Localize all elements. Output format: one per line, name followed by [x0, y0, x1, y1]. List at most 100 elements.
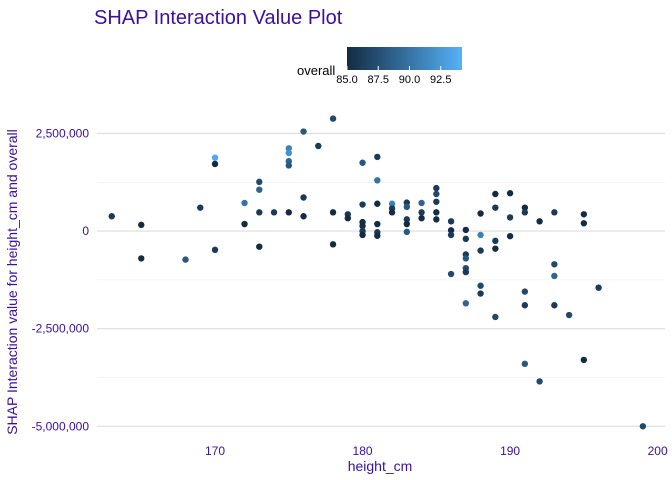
y-axis-title: SHAP Interaction value for height_cm and…	[4, 129, 20, 435]
data-point	[388, 200, 396, 207]
data-point	[197, 204, 204, 211]
data-point	[580, 356, 588, 364]
data-point	[344, 214, 352, 222]
data-point	[551, 272, 558, 280]
data-point	[477, 282, 484, 289]
x-axis-title: height_cm	[348, 458, 413, 474]
data-point	[433, 190, 440, 198]
data-point	[211, 160, 219, 168]
data-point	[285, 209, 292, 216]
y-tick-label: 2,500,000	[36, 126, 90, 140]
data-point	[492, 245, 499, 252]
data-point	[138, 221, 145, 229]
y-axis-ticks: -5,000,000 -2,500,000 0 2,500,000	[32, 126, 90, 433]
data-point	[329, 209, 337, 216]
data-point	[536, 218, 543, 225]
data-point	[315, 142, 322, 150]
legend-tick-label: 87.5	[368, 74, 389, 86]
x-tick-label: 180	[353, 444, 373, 458]
data-point	[521, 360, 529, 368]
data-point	[580, 211, 588, 218]
data-point	[359, 222, 366, 230]
data-point	[595, 284, 602, 291]
data-point	[403, 228, 411, 236]
data-point	[462, 255, 470, 262]
data-point	[374, 232, 381, 239]
legend-colorbar	[347, 47, 462, 70]
data-point	[241, 199, 248, 207]
data-point	[447, 218, 455, 225]
chart-title: SHAP Interaction Value Plot	[94, 7, 343, 29]
data-point	[285, 149, 292, 157]
data-point	[285, 162, 292, 169]
data-point	[506, 190, 514, 197]
data-point	[433, 198, 440, 205]
data-point	[359, 201, 366, 208]
x-tick-label: 170	[205, 444, 225, 458]
data-point	[285, 145, 292, 152]
data-point	[433, 209, 440, 216]
data-point	[462, 235, 470, 243]
data-point	[359, 159, 366, 166]
data-point	[447, 270, 455, 278]
data-point	[300, 194, 307, 201]
data-point	[256, 243, 263, 250]
data-point	[418, 199, 425, 207]
data-point	[418, 209, 425, 216]
legend-title: overall	[297, 63, 335, 78]
y-tick-label: 0	[82, 224, 89, 238]
data-point	[418, 214, 425, 222]
data-point	[477, 290, 484, 297]
data-point	[256, 209, 263, 216]
data-point	[374, 177, 381, 184]
data-point	[521, 302, 529, 309]
data-point	[211, 154, 219, 161]
data-point	[639, 423, 647, 430]
x-tick-label: 190	[500, 444, 520, 458]
data-point	[477, 210, 484, 217]
data-point	[329, 241, 337, 248]
data-point	[241, 220, 248, 228]
x-axis-ticks: 170 180 190 200	[205, 444, 668, 458]
data-point	[521, 288, 529, 295]
data-point	[492, 313, 499, 321]
data-point	[580, 220, 588, 227]
data-point	[477, 247, 484, 254]
data-point	[329, 115, 337, 122]
data-point	[300, 213, 307, 220]
data-point	[374, 200, 381, 207]
data-point	[270, 209, 278, 216]
y-tick-label: -2,500,000	[32, 322, 90, 336]
y-tick-label: -5,000,000	[32, 419, 90, 433]
data-point	[403, 216, 411, 223]
data-point	[403, 220, 411, 228]
data-point	[256, 186, 263, 193]
data-point	[565, 311, 573, 319]
data-point	[536, 378, 543, 385]
data-point	[477, 231, 484, 239]
data-point	[447, 227, 455, 234]
data-point	[462, 300, 470, 307]
data-point	[521, 209, 529, 216]
data-point	[211, 246, 219, 254]
data-point	[433, 184, 440, 192]
legend-ticks: 85.0 87.5 90.0 92.5	[336, 66, 451, 86]
data-point	[521, 204, 529, 211]
legend-tick-label: 85.0	[336, 74, 357, 86]
data-point	[256, 178, 263, 186]
grid-lines	[97, 132, 665, 427]
data-point	[138, 255, 145, 262]
data-point	[359, 231, 366, 239]
data-points	[108, 115, 647, 430]
data-point	[433, 216, 440, 223]
data-point	[374, 153, 381, 161]
data-point	[492, 190, 499, 198]
data-point	[506, 214, 514, 221]
data-point	[182, 256, 189, 263]
data-point	[492, 204, 499, 211]
data-point	[506, 232, 514, 240]
data-point	[374, 220, 381, 228]
data-point	[551, 302, 558, 309]
